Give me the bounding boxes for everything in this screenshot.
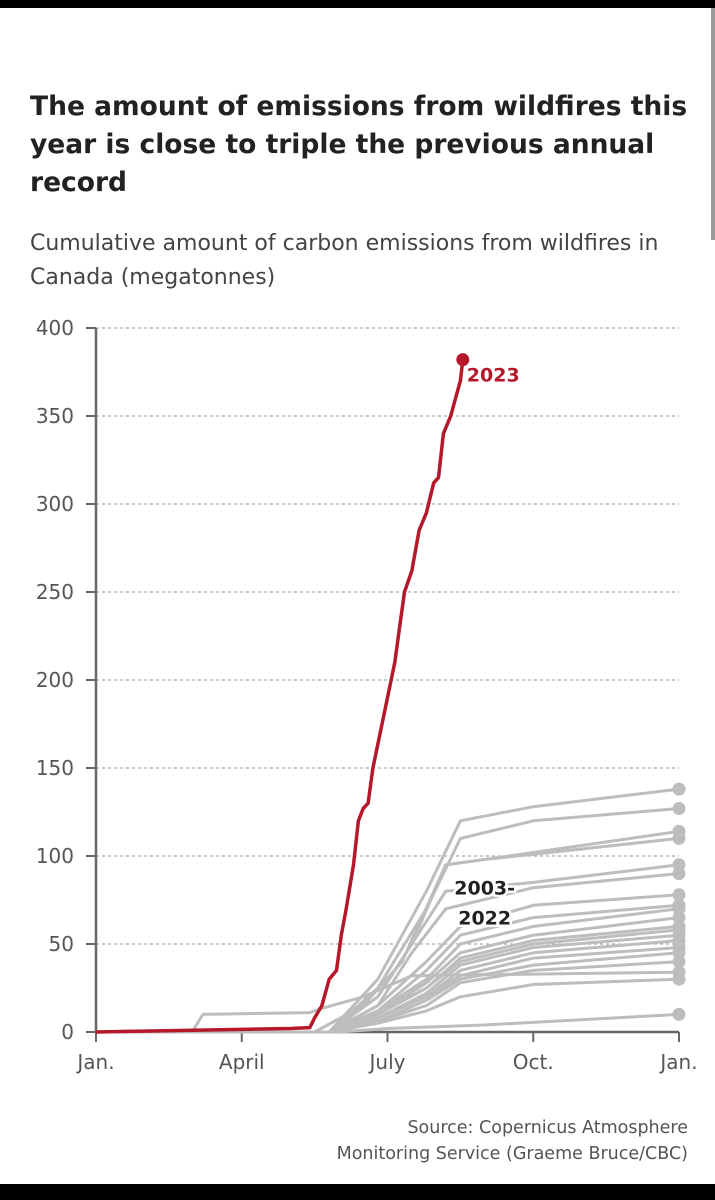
history-line [95,970,680,1034]
y-tick-label: 350 [36,404,74,428]
y-tick-label: 400 [36,316,74,340]
label-history-range: 2022 [458,908,511,930]
source-note: Source: Copernicus Atmosphere Monitoring… [88,1115,688,1167]
y-tick-label: 0 [61,1020,74,1044]
x-tick-label: Jan. [75,1050,114,1074]
history-end-point [672,824,686,838]
history-end-point [672,867,686,881]
y-tick-label: 150 [36,756,74,780]
history-end-point [672,888,686,902]
history-end-point [672,782,686,796]
source-line-1: Source: Copernicus Atmosphere [407,1118,688,1138]
top-status-bar [0,0,715,8]
emissions-line-chart: 0 50 100 150 200 250 300 350 400 Jan. April July Oct… [36,316,698,1074]
chart-subtitle: Cumulative amount of carbon emissions fr… [30,231,659,290]
y-tick-label: 200 [36,668,74,692]
chart-title: The amount of emissions from wildfires t… [30,91,688,198]
history-end-point [672,1007,686,1021]
x-tick-label: Oct. [513,1050,554,1074]
x-tick-label: Jan. [658,1050,697,1074]
label-history-range: 2003- [454,878,515,900]
history-series [95,782,686,1034]
bottom-navigation-bar [0,1184,715,1200]
x-tick-label: July [368,1050,406,1074]
history-line [96,1012,680,1034]
scrollbar[interactable] [711,8,715,240]
label-2023: 2023 [467,365,520,387]
history-end-point [672,972,686,986]
x-tick-label: April [219,1050,265,1074]
history-end-point [672,801,686,815]
y-tick-label: 250 [36,580,74,604]
history-end-point [672,955,686,969]
chart-labels: 0 50 100 150 200 250 300 350 400 Jan. April July Oct… [36,316,698,1074]
y-tick-label: 300 [36,492,74,516]
series-2023 [95,353,470,1034]
gridlines [96,327,679,945]
y-tick-label: 100 [36,844,74,868]
source-line-2: Monitoring Service (Graeme Bruce/CBC) [336,1144,688,1164]
end-point-2023 [456,353,470,367]
line-2023 [95,359,465,1034]
y-tick-label: 50 [49,932,74,956]
